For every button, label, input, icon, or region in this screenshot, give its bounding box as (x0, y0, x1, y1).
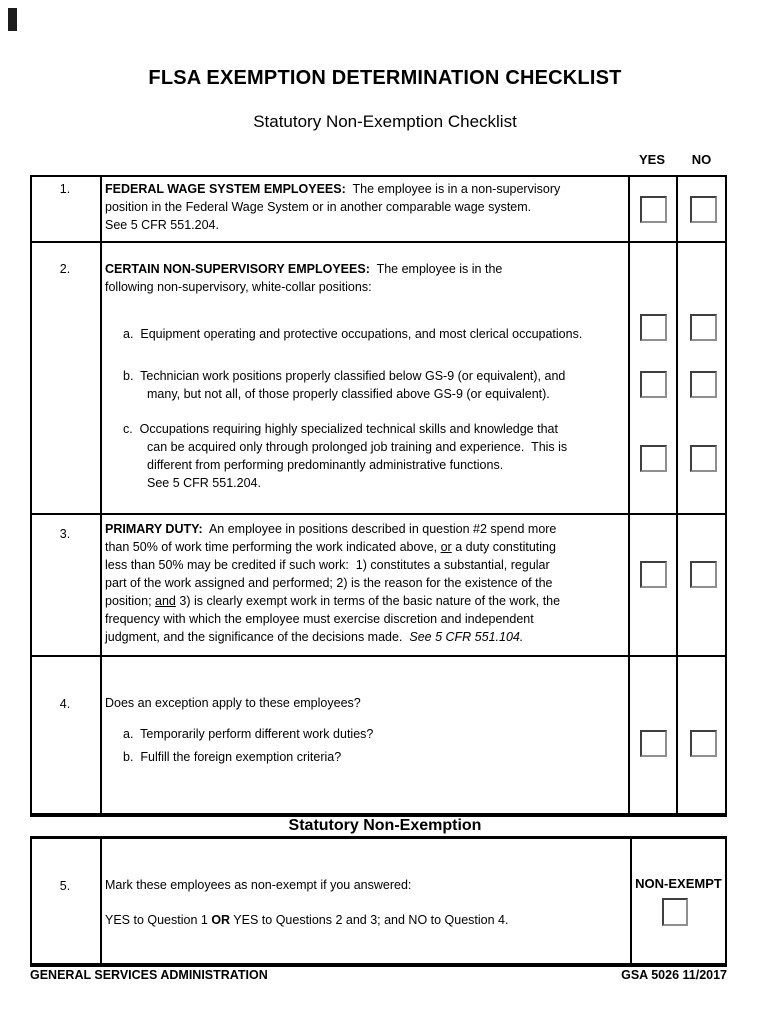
q3-line7: judgment, and the significance of the de… (105, 628, 560, 646)
yes-no-divider (676, 175, 678, 813)
q1-no-checkbox[interactable] (690, 196, 717, 223)
footer-agency: GENERAL SERVICES ADMINISTRATION (30, 968, 268, 982)
q1-line2: position in the Federal Wage System or i… (105, 200, 532, 214)
q5-line2: YES to Question 1 OR YES to Questions 2 … (105, 911, 508, 929)
q2b-yes-checkbox[interactable] (640, 371, 667, 398)
q2-item-b-line1: b. Technician work positions properly cl… (123, 369, 566, 383)
q2-item-a: a. Equipment operating and protective oc… (123, 325, 582, 343)
row-divider-1 (30, 241, 727, 243)
q5-line1-text: Mark these employees as non-exempt if yo… (105, 878, 412, 892)
q3-text: PRIMARY DUTY: An employee in positions d… (105, 520, 560, 646)
q4-no-checkbox[interactable] (690, 730, 717, 757)
q1-citation: See 5 CFR 551.204. (105, 218, 219, 232)
q2-item-b: b. Technician work positions properly cl… (123, 367, 565, 403)
q1-heading: FEDERAL WAGE SYSTEM EMPLOYEES: (105, 182, 346, 196)
q1-text: FEDERAL WAGE SYSTEM EMPLOYEES: The emplo… (105, 180, 560, 234)
section-rule-top (30, 813, 727, 817)
q5-line2-c: YES to Questions 2 and 3; and NO to Ques… (230, 913, 509, 927)
q5-line2-text: YES to Question 1 OR YES to Questions 2 … (105, 911, 508, 929)
q3-line1: PRIMARY DUTY: An employee in positions d… (105, 520, 560, 538)
q3-line4: part of the work assigned and performed;… (105, 576, 553, 590)
q3-no-checkbox[interactable] (690, 561, 717, 588)
q3-number: 3. (59, 527, 71, 541)
scan-artifact-mark (8, 8, 17, 31)
column-header-yes: YES (638, 152, 665, 167)
q2-line1-rest: The employee is in the (369, 262, 503, 276)
q5-line2-or: OR (211, 913, 231, 927)
q1-line1-rest: The employee is in a non-supervisory (345, 182, 561, 196)
q2-item-c-line1: c. Occupations requiring highly speciali… (123, 422, 558, 436)
q4-item-a: a. Temporarily perform different work du… (123, 725, 373, 743)
q2c-no-checkbox[interactable] (690, 445, 717, 472)
footer-form-number: GSA 5026 11/2017 (621, 968, 727, 982)
q3-heading: PRIMARY DUTY: (105, 522, 203, 536)
q2a-yes-checkbox[interactable] (640, 314, 667, 341)
q4-item-a-line: a. Temporarily perform different work du… (123, 727, 374, 741)
q5-border-left (30, 839, 32, 963)
table-border-right (725, 175, 727, 813)
page-subtitle: Statutory Non-Exemption Checklist (253, 112, 517, 131)
q1-line1: FEDERAL WAGE SYSTEM EMPLOYEES: The emplo… (105, 180, 560, 198)
q2-heading: CERTAIN NON-SUPERVISORY EMPLOYEES: (105, 262, 370, 276)
q3-line3: less than 50% may be credited if such wo… (105, 558, 550, 572)
q1-yes-checkbox[interactable] (640, 196, 667, 223)
q5-line2-a: YES to Question 1 (105, 913, 212, 927)
q4-item-b-line: b. Fulfill the foreign exemption criteri… (123, 750, 342, 764)
q5-number: 5. (59, 879, 71, 893)
q5-result-divider (630, 839, 632, 963)
q2-item-b-line2: many, but not all, of those properly cla… (147, 387, 550, 401)
q4-yes-checkbox[interactable] (640, 730, 667, 757)
table-border-left (30, 175, 32, 813)
yes-column-divider (628, 175, 630, 813)
q3-yes-checkbox[interactable] (640, 561, 667, 588)
q3-line5-b: 3) is clearly exempt work in terms of th… (175, 594, 561, 608)
non-exempt-label: NON-EXEMPT (635, 876, 722, 891)
q2a-no-checkbox[interactable] (690, 314, 717, 341)
q2-line1: CERTAIN NON-SUPERVISORY EMPLOYEES: The e… (105, 260, 502, 278)
q3-line2-b: a duty constituting (451, 540, 556, 554)
q3-line5-a: position; (105, 594, 156, 608)
q2-item-c-citation: See 5 CFR 551.204. (147, 476, 261, 490)
q5-border-right (725, 839, 727, 963)
q2b-no-checkbox[interactable] (690, 371, 717, 398)
q2-line2: following non-supervisory, white-collar … (105, 280, 372, 294)
q2-item-a-line1: a. Equipment operating and protective oc… (123, 327, 583, 341)
q5-number-divider (100, 839, 102, 963)
q3-citation: See 5 CFR 551.104. (409, 630, 524, 644)
page-title: FLSA EXEMPTION DETERMINATION CHECKLIST (148, 67, 622, 89)
q3-line2-underlined: or (440, 540, 452, 554)
row-divider-3 (30, 655, 727, 657)
q2-item-c-line2: can be acquired only through prolonged j… (147, 440, 568, 454)
footer-rule (30, 963, 727, 967)
table-border-top (30, 175, 727, 177)
number-column-divider (100, 175, 102, 813)
row-divider-2 (30, 513, 727, 515)
q2-number: 2. (59, 262, 71, 276)
q2-intro: CERTAIN NON-SUPERVISORY EMPLOYEES: The e… (105, 260, 502, 296)
q5-line1: Mark these employees as non-exempt if yo… (105, 876, 411, 894)
q5-non-exempt-checkbox[interactable] (662, 898, 688, 926)
q3-line1-rest: An employee in positions described in qu… (202, 522, 557, 536)
q3-line6: frequency with which the employee must e… (105, 612, 534, 626)
q4-line1: Does an exception apply to these employe… (105, 696, 361, 710)
section-rule-bottom (30, 836, 727, 839)
column-header-no: NO (691, 152, 712, 167)
q4-item-b: b. Fulfill the foreign exemption criteri… (123, 748, 341, 766)
q3-line2: than 50% of work time performing the wor… (105, 538, 560, 556)
q4-text: Does an exception apply to these employe… (105, 694, 361, 712)
q3-line2-a: than 50% of work time performing the wor… (105, 540, 441, 554)
q2c-yes-checkbox[interactable] (640, 445, 667, 472)
q3-line5: position; and 3) is clearly exempt work … (105, 592, 560, 610)
q2-item-c: c. Occupations requiring highly speciali… (123, 420, 567, 492)
q3-line7-a: judgment, and the significance of the de… (105, 630, 410, 644)
q4-number: 4. (59, 697, 71, 711)
q3-line5-underlined: and (155, 594, 176, 608)
q2-item-c-line3: different from performing predominantly … (147, 458, 504, 472)
q1-number: 1. (59, 182, 71, 196)
section-title: Statutory Non-Exemption (288, 817, 482, 834)
